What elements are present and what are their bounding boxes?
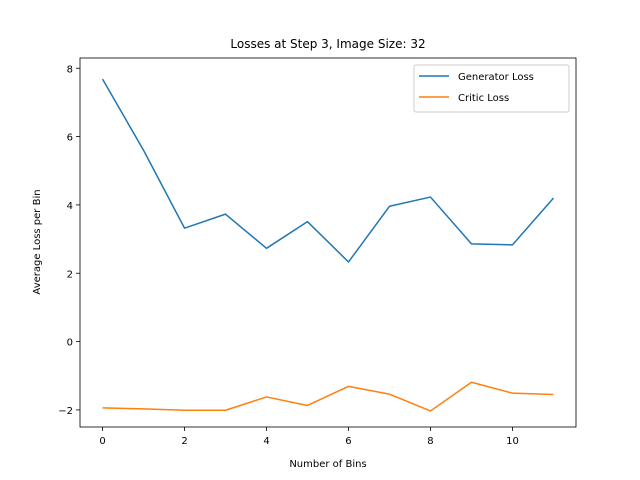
plot-frame [79, 57, 577, 428]
y-tick-label: 2 [67, 269, 73, 280]
y-tick-label: 4 [67, 201, 73, 212]
series-line-generator-loss [101, 78, 555, 263]
x-axis: 0 2 4 6 8 10 [99, 427, 519, 447]
legend-label-generator-loss: Generator Loss [458, 72, 534, 83]
legend: Generator Loss Critic Loss [413, 64, 570, 113]
chart-title: Losses at Step 3, Image Size: 32 [230, 37, 425, 51]
legend-box [413, 64, 570, 113]
y-tick-label: 0 [67, 338, 73, 349]
y-tick-label: −2 [58, 406, 73, 417]
x-axis-label: Number of Bins [289, 459, 366, 470]
series-line-critic-loss [102, 381, 554, 412]
legend-label-critic-loss: Critic Loss [458, 93, 509, 104]
y-tick-label: 6 [67, 133, 73, 144]
x-tick-label: 4 [263, 436, 269, 447]
x-tick-label: 0 [99, 436, 105, 447]
y-axis: −2 0 2 4 6 8 [58, 64, 80, 417]
plot-lines [101, 78, 555, 412]
y-tick-label: 8 [67, 64, 73, 75]
y-axis-label: Average Loss per Bin [32, 189, 43, 294]
x-tick-label: 8 [427, 436, 433, 447]
x-tick-label: 2 [181, 436, 187, 447]
x-tick-label: 10 [506, 436, 519, 447]
x-tick-label: 6 [345, 436, 351, 447]
